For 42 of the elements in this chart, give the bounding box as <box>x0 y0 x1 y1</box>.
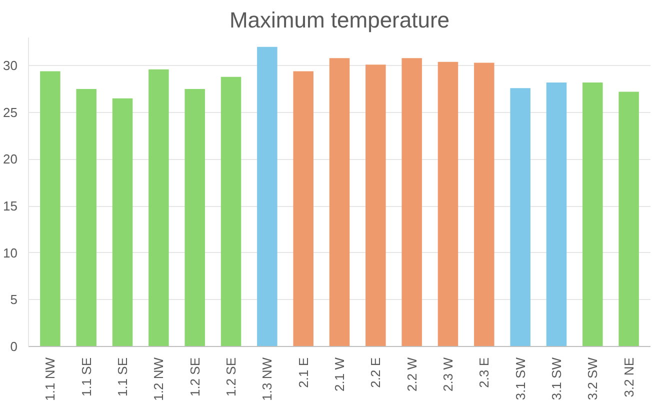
y-tick-label: 15 <box>3 198 18 214</box>
x-tick-label: 1.1 SE <box>115 357 130 397</box>
chart-title: Maximum temperature <box>229 8 450 32</box>
bar <box>40 71 60 346</box>
y-tick-label: 30 <box>3 58 18 74</box>
x-tick-label: 3.1 SW <box>548 356 564 400</box>
bar <box>184 89 205 346</box>
x-tick-label: 1.1 SE <box>78 357 94 397</box>
bar <box>257 46 278 346</box>
bar <box>402 58 422 346</box>
bar <box>438 62 458 346</box>
x-tick-label: 2.1 W <box>332 356 347 392</box>
y-tick-label: 10 <box>3 245 18 260</box>
y-tick-label: 0 <box>10 339 18 354</box>
bar <box>474 62 494 346</box>
bar <box>582 82 603 346</box>
bar <box>546 82 567 346</box>
bar <box>329 58 350 346</box>
x-tick-label: 2.3 E <box>476 357 492 388</box>
y-tick-label: 5 <box>10 292 18 308</box>
x-tick-label: 1.2 SE <box>224 357 239 397</box>
x-tick-label: 1.3 NW <box>260 356 275 401</box>
x-tick-label: 2.3 W <box>440 356 456 392</box>
x-tick-label: 1.2 NW <box>151 356 166 401</box>
x-tick-label: 3.2 NE <box>621 357 636 398</box>
x-tick-label: 3.2 SW <box>585 356 600 400</box>
x-tick-label: 2.1 E <box>296 357 311 388</box>
x-tick-label: 1.2 SE <box>187 357 202 397</box>
x-tick-label: 2.2 W <box>404 356 420 392</box>
bar <box>220 76 242 346</box>
bar <box>293 71 314 346</box>
y-tick-label: 20 <box>3 152 18 167</box>
bar <box>112 98 133 346</box>
bar <box>618 92 639 346</box>
x-tick-label: 2.2 E <box>368 357 384 388</box>
y-tick-label: 25 <box>3 104 18 120</box>
x-tick-label: 3.1 SW <box>512 356 528 400</box>
x-tick-label: 1.1 NW <box>42 356 58 401</box>
bar <box>510 88 530 346</box>
bar <box>148 69 169 346</box>
bar <box>366 64 386 346</box>
bar <box>76 89 96 346</box>
